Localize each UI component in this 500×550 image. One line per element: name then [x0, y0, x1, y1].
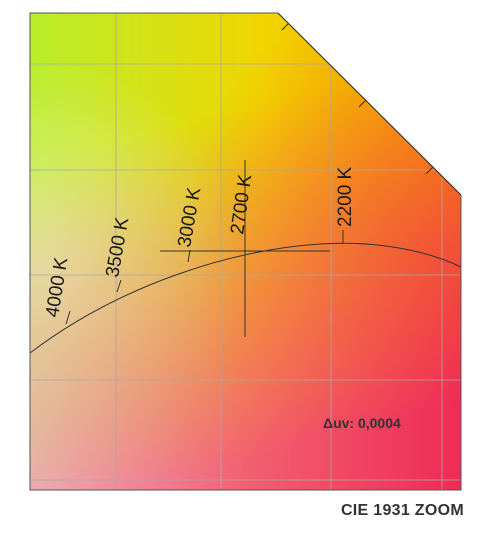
planckian-locus: [29, 242, 462, 354]
locus-tick-0: [65, 310, 71, 325]
locus-ticks: [65, 230, 344, 325]
spectral-locus-ticks: [281, 22, 434, 175]
spectral-locus-edge-top: [277, 12, 462, 196]
delta-uv-label: Δuv: 0,0004: [323, 415, 401, 431]
spectral-tick-1: [358, 99, 367, 108]
locus-tick-2: [187, 249, 191, 263]
spectral-tick-2: [425, 166, 434, 175]
cct-label-2200k: 2200 K: [335, 166, 356, 227]
chart-title: CIE 1931 ZOOM: [340, 502, 464, 519]
locus-tick-1: [116, 279, 122, 293]
crosshair: [160, 160, 330, 337]
spectral-tick-0: [281, 22, 290, 31]
